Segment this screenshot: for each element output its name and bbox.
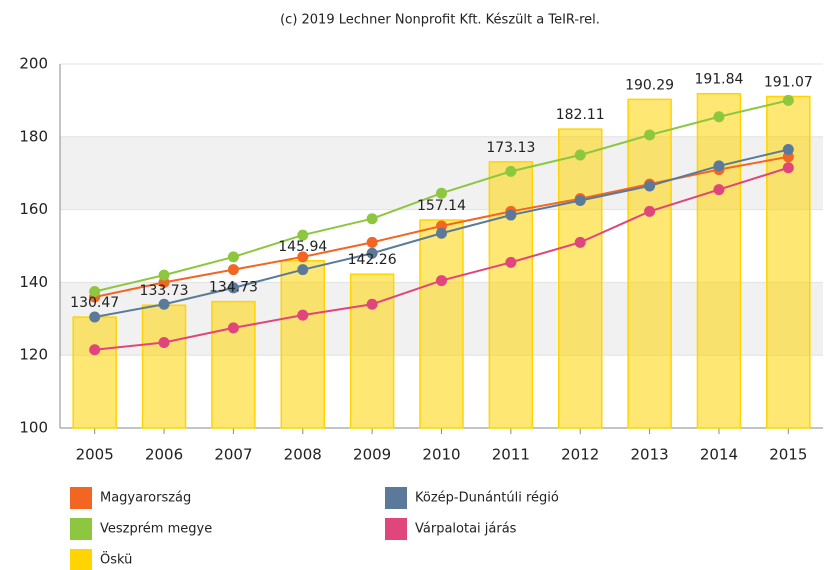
x-tick-label: 2013	[630, 446, 668, 464]
point	[297, 264, 309, 276]
bar	[419, 219, 464, 429]
value-label: 173.13	[486, 140, 535, 156]
point	[89, 311, 101, 323]
value-label: 191.07	[764, 75, 813, 91]
point	[505, 209, 517, 221]
point	[644, 129, 656, 141]
value-label: 190.29	[625, 77, 674, 93]
bar	[627, 98, 672, 429]
value-label: 157.14	[417, 198, 466, 214]
point	[158, 336, 170, 348]
bar	[280, 260, 326, 429]
bar	[488, 161, 534, 429]
point	[782, 162, 794, 174]
point	[436, 275, 447, 287]
y-tick-label: 140	[19, 273, 48, 291]
y-tick-label: 100	[19, 419, 48, 437]
point	[644, 205, 656, 217]
x-tick-label: 2005	[76, 446, 114, 464]
legend-swatch	[385, 518, 407, 540]
chart-title: (c) 2019 Lechner Nonprofit Kft. Készült …	[280, 13, 600, 28]
point	[227, 322, 239, 334]
point	[505, 256, 517, 268]
point	[297, 229, 309, 241]
point	[574, 195, 586, 206]
point	[89, 344, 101, 356]
point	[227, 282, 239, 294]
bar	[557, 128, 603, 429]
x-tick-label: 2008	[284, 446, 322, 464]
point	[158, 269, 170, 281]
legend-label: Veszprém megye	[100, 522, 212, 537]
point	[713, 111, 725, 123]
point	[227, 251, 239, 263]
y-tick-label: 160	[19, 200, 48, 218]
x-tick-label: 2006	[145, 446, 183, 464]
value-label: 145.94	[278, 239, 327, 255]
value-label: 191.84	[694, 72, 743, 88]
point	[505, 165, 517, 177]
point	[366, 236, 378, 248]
bar	[696, 92, 742, 429]
bar	[211, 300, 256, 429]
value-label: 182.11	[556, 107, 605, 123]
legend-swatch	[70, 487, 92, 509]
point	[644, 180, 656, 192]
point	[782, 144, 794, 156]
bar	[72, 316, 117, 429]
point	[574, 149, 586, 161]
x-tick-label: 2015	[769, 446, 807, 464]
x-tick-label: 2007	[214, 446, 252, 464]
x-tick-label: 2010	[422, 446, 460, 464]
y-tick-label: 200	[19, 55, 48, 73]
point	[574, 236, 586, 248]
point	[436, 187, 447, 199]
value-label: 130.47	[70, 295, 119, 311]
point	[297, 251, 309, 263]
legend-swatch	[385, 487, 407, 509]
point	[366, 247, 378, 259]
point	[436, 227, 447, 239]
value-label: 133.73	[140, 283, 189, 299]
legend-label: Öskü	[100, 551, 132, 568]
x-tick-label: 2014	[700, 446, 738, 464]
point	[713, 160, 725, 172]
point	[782, 94, 794, 106]
value-label: 142.26	[348, 252, 397, 268]
point	[227, 264, 239, 276]
legend-swatch	[70, 549, 92, 570]
x-tick-label: 2012	[561, 446, 599, 464]
point	[713, 184, 725, 196]
value-label: 134.73	[209, 280, 258, 296]
y-tick-label: 180	[19, 127, 48, 145]
point	[366, 298, 378, 310]
point	[366, 213, 378, 225]
bar	[141, 304, 187, 429]
point	[89, 286, 101, 297]
legend-label: Várpalotai járás	[415, 522, 517, 537]
bar	[349, 273, 395, 429]
legend-label: Közép-Dunántúli régió	[415, 491, 559, 506]
y-tick-label: 120	[19, 346, 48, 364]
legend-label: Magyarország	[100, 491, 191, 506]
point	[297, 309, 309, 321]
x-tick-label: 2009	[353, 446, 391, 464]
legend-swatch	[70, 518, 92, 540]
point	[158, 298, 170, 310]
x-tick-label: 2011	[492, 446, 530, 464]
